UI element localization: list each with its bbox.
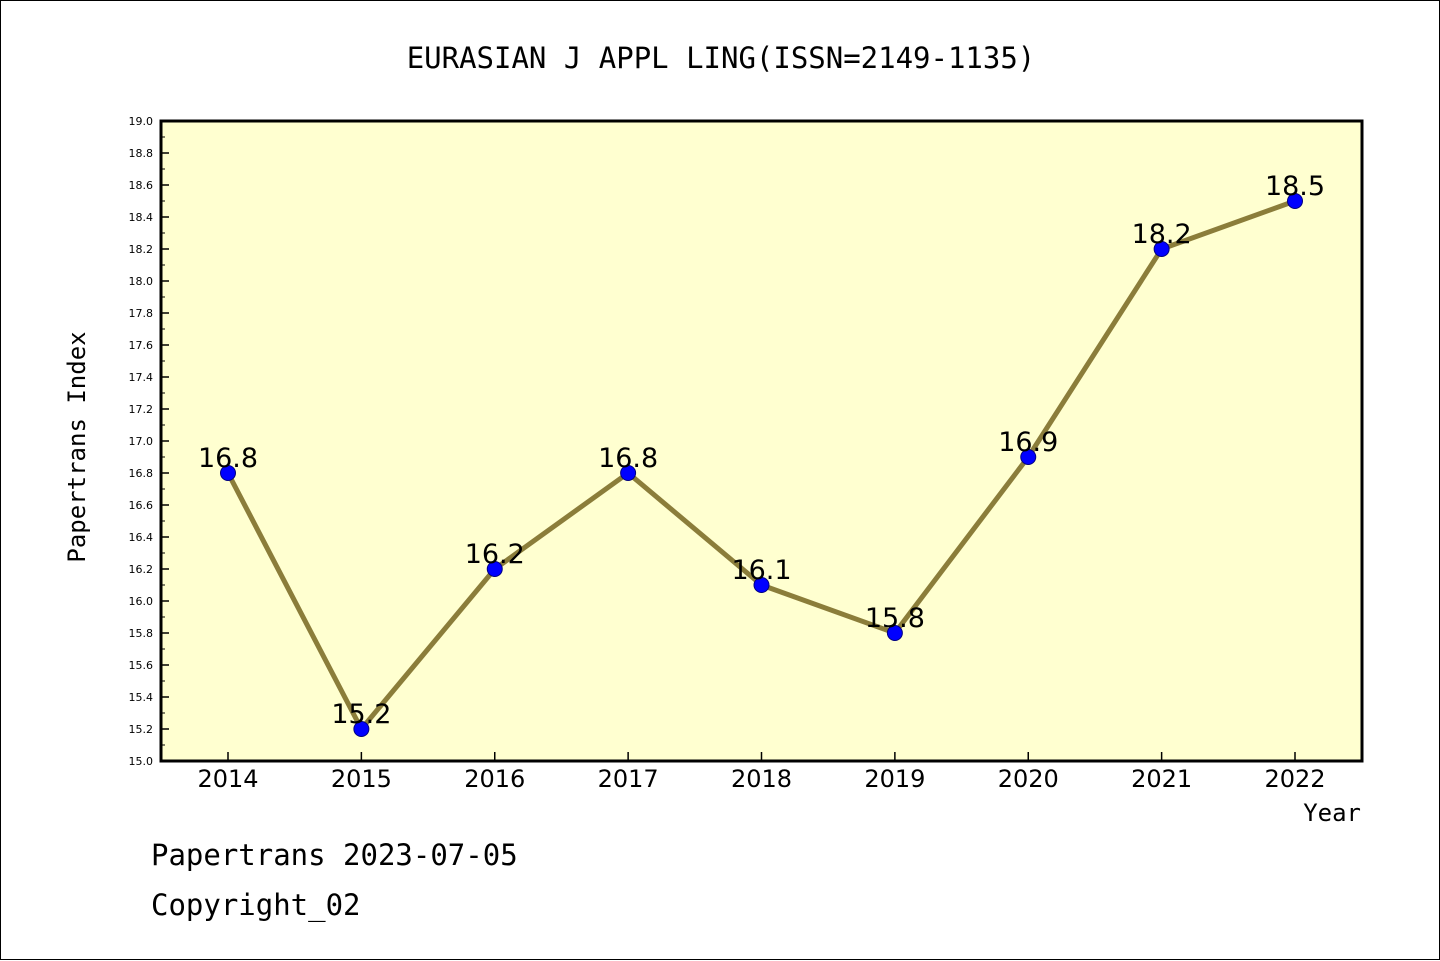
y-tick-label: 15.6 [129, 659, 154, 672]
y-tick-label: 15.4 [129, 691, 154, 704]
x-tick-label: 2020 [998, 765, 1059, 793]
x-axis-title: Year [1303, 799, 1361, 827]
data-point-label: 16.8 [198, 443, 258, 474]
y-tick-label: 17.0 [129, 435, 154, 448]
y-tick-label: 18.6 [129, 179, 154, 192]
data-point-marker [353, 721, 370, 737]
data-point-marker [620, 465, 637, 481]
x-axis-ticks: 2014 2015 2016 2017 2018 2019 2020 2021 2022 [197, 752, 1326, 793]
data-point-label: 15.2 [331, 699, 391, 730]
y-tick-label: 15.2 [129, 723, 154, 736]
y-axis-ticks: 15.0 15.2 15.4 15.6 15.8 16.0 16.2 16.4 16.6 16.8… [129, 115, 169, 768]
data-point-marker [220, 465, 236, 481]
x-tick-label: 2015 [331, 765, 392, 793]
y-tick-label: 16.2 [129, 563, 154, 576]
data-point-label: 16.2 [465, 539, 525, 570]
data-point-label: 18.5 [1265, 171, 1325, 202]
y-tick-label: 18.2 [129, 243, 154, 256]
y-axis-title: Papertrans Index [63, 331, 91, 562]
data-point-marker [486, 561, 503, 577]
x-tick-label: 2018 [731, 765, 792, 793]
y-tick-label: 16.4 [129, 531, 154, 544]
series-layer [220, 193, 1303, 737]
x-tick-label: 2016 [464, 765, 525, 793]
x-tick-label: 2014 [197, 765, 258, 793]
data-point-marker [1287, 193, 1303, 209]
y-tick-label: 17.6 [129, 339, 154, 352]
y-tick-label: 17.8 [129, 307, 154, 320]
data-point-label: 16.8 [598, 443, 658, 474]
data-point-marker [886, 625, 903, 641]
footer-copyright-text: Copyright_02 [151, 888, 361, 923]
footer-date-text: Papertrans 2023-07-05 [151, 838, 518, 872]
plot-border [159, 119, 1364, 763]
y-tick-label: 18.4 [129, 211, 154, 224]
data-point-marker [1153, 241, 1170, 257]
y-tick-label: 16.8 [129, 467, 154, 480]
x-tick-label: 2017 [598, 765, 659, 793]
y-tick-label: 19.0 [129, 115, 154, 128]
y-tick-label: 18.0 [129, 275, 154, 288]
x-tick-label: 2022 [1264, 765, 1325, 793]
y-tick-label: 16.0 [129, 595, 154, 608]
data-point-label: 16.9 [998, 427, 1058, 458]
data-point-marker [1020, 449, 1037, 465]
data-point-marker [753, 577, 770, 593]
data-point-label: 18.2 [1132, 219, 1192, 250]
y-tick-label: 15.0 [129, 755, 154, 768]
data-point-label: 15.8 [865, 603, 925, 634]
y-tick-label: 17.4 [129, 371, 154, 384]
chart-title: EURASIAN J APPL LING(ISSN=2149-1135) [407, 41, 1036, 75]
data-label-layer: 16.8 15.2 16.2 16.8 16.1 15.8 16.9 18.2 18.5 [198, 171, 1325, 730]
x-tick-label: 2019 [864, 765, 925, 793]
y-tick-label: 16.6 [129, 499, 154, 512]
y-tick-label: 15.8 [129, 627, 154, 640]
data-point-label: 16.1 [731, 555, 791, 586]
plot-area [161, 121, 1362, 761]
y-tick-label: 18.8 [129, 147, 154, 160]
y-tick-label: 17.2 [129, 403, 154, 416]
x-tick-label: 2021 [1131, 765, 1192, 793]
